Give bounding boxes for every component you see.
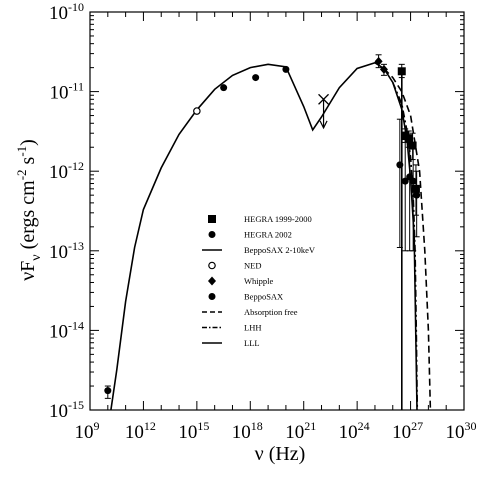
hegra-1999-2000-point [397, 67, 406, 76]
bepposax-point [220, 84, 228, 92]
legend-label: HEGRA 1999-2000 [244, 214, 312, 224]
x-tick-label: 1027 [392, 419, 423, 443]
legend-label: Absorption free [244, 307, 298, 317]
legend: HEGRA 1999-2000 HEGRA 2002 BeppoSAX 2-10ke… [202, 214, 316, 348]
y-tick-label: 10-14 [49, 318, 84, 342]
legend-label: HEGRA 2002 [244, 230, 292, 240]
y-tick-labels: 10-15 10-14 10-13 10-12 10-11 10-10 [49, 0, 84, 422]
ned-point [193, 107, 201, 115]
bepposax-point [252, 74, 260, 82]
plot-frame [89, 11, 465, 411]
x-upper-limit-arrow-head [319, 120, 328, 130]
y-axis-label-sub: ν [29, 254, 44, 260]
legend-item: BeppoSAX 2-10keV [202, 245, 316, 255]
legend-item: Whipple [208, 276, 273, 286]
legend-symbol [208, 293, 216, 300]
curve-lll [110, 61, 418, 411]
legend-symbol [208, 215, 216, 223]
y-axis-label: νFν (ergs cm-2 s-1) [14, 139, 44, 281]
legend-symbol [208, 276, 216, 286]
legend-label: LLL [244, 338, 260, 348]
hegra-2002-point [396, 161, 404, 169]
whipple-point [374, 56, 383, 66]
curve-absorption-free [383, 67, 432, 411]
hegra-1999-2000-point [404, 134, 413, 143]
x-tick-label: 1030 [446, 419, 477, 443]
x-tick-label: 1021 [285, 419, 316, 443]
axis-ticks [89, 11, 465, 411]
hegra-2002-point [401, 177, 409, 185]
x-tick-label: 109 [75, 419, 100, 443]
legend-symbol [208, 231, 216, 238]
y-tick-label: 10-15 [49, 398, 84, 422]
x-tick-label: 1024 [339, 419, 370, 443]
y-axis-label-main: νF [17, 261, 39, 281]
bepposax-point [104, 387, 112, 395]
legend-label: LHH [244, 323, 261, 333]
legend-item: NED [208, 261, 261, 271]
y-tick-label: 10-11 [49, 80, 84, 104]
y-tick-label: 10-12 [49, 159, 84, 183]
legend-item: BeppoSAX [208, 292, 283, 302]
hegra-2002-point [409, 177, 417, 185]
legend-symbol [208, 261, 216, 270]
legend-item: LLL [202, 338, 260, 348]
hegra-1999-2000-point [411, 184, 420, 193]
legend-label: Whipple [244, 276, 273, 286]
x-axis-label: ν (Hz) [255, 443, 306, 465]
legend-item: LHH [202, 323, 261, 333]
legend-item: Absorption free [202, 307, 298, 317]
legend-label: NED [244, 261, 261, 271]
x-tick-label: 1015 [178, 419, 209, 443]
legend-label: BeppoSAX 2-10keV [244, 245, 316, 255]
legend-item: HEGRA 1999-2000 [208, 214, 312, 224]
data-points [104, 54, 421, 399]
bepposax-point [282, 65, 290, 73]
hegra-2002-point [413, 191, 421, 199]
x-tick-labels: 109 1012 1015 1018 1021 1024 1027 1030 [75, 419, 477, 443]
whipple-point [379, 64, 388, 74]
x-upper-limit-point [318, 93, 330, 105]
legend-label: BeppoSAX [244, 292, 283, 302]
x-tick-label: 1018 [232, 419, 263, 443]
legend-item: HEGRA 2002 [208, 230, 292, 240]
y-tick-label: 10-13 [49, 239, 84, 263]
hegra-1999-2000-point [408, 141, 417, 150]
x-tick-label: 1012 [125, 419, 156, 443]
y-tick-label: 10-10 [49, 0, 84, 24]
